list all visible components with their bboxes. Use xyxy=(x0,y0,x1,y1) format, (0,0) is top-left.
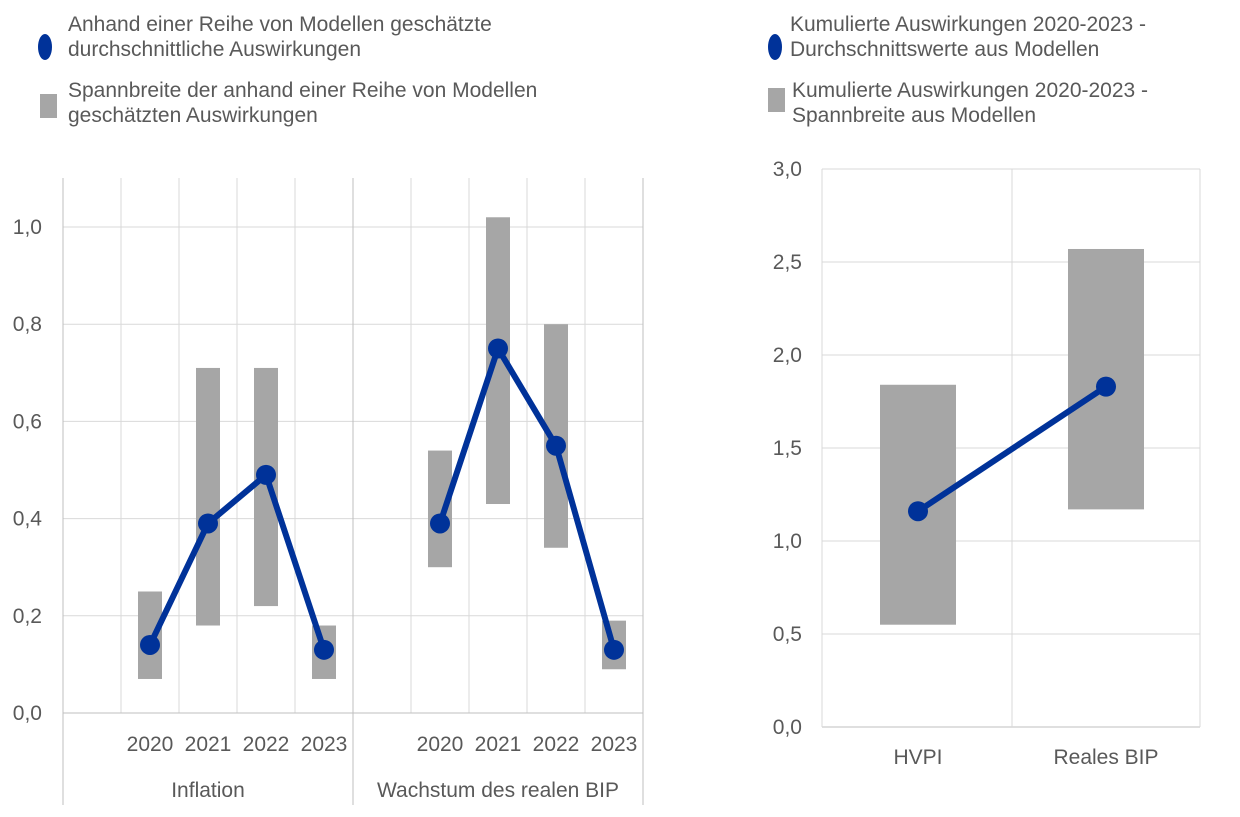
mean-line xyxy=(437,345,617,651)
legend-mean-marker-right xyxy=(768,34,782,60)
group-label: Inflation xyxy=(171,779,245,802)
x-tick-label: 2020 xyxy=(127,733,174,756)
x-tick-label: HVPI xyxy=(893,746,942,769)
mean-point xyxy=(140,634,160,655)
mean-line xyxy=(147,471,327,651)
x-tick-label: 2022 xyxy=(243,733,290,756)
x-tick-label: 2020 xyxy=(417,733,464,756)
mean-point xyxy=(314,639,334,660)
x-tick-label: 2023 xyxy=(301,733,348,756)
y-tick-label: 3,0 xyxy=(773,158,802,181)
mean-point xyxy=(908,501,928,522)
range-bar xyxy=(196,367,220,626)
mean-point xyxy=(546,435,566,456)
legend-range-marker-right xyxy=(768,88,785,112)
legend-mean-marker xyxy=(38,34,52,60)
x-tick-label: 2021 xyxy=(185,733,232,756)
x-tick-label: 2021 xyxy=(475,733,522,756)
legend-right-mean: Kumulierte Auswirkungen 2020-2023 - Durc… xyxy=(790,13,1147,61)
range-bar xyxy=(428,450,452,568)
legend-right-range: Kumulierte Auswirkungen 2020-2023 - Span… xyxy=(792,79,1149,127)
mean-line xyxy=(916,384,1108,514)
mean-point xyxy=(1096,376,1116,397)
range-bar xyxy=(254,367,278,607)
y-tick-label: 0,4 xyxy=(13,508,43,531)
mean-point xyxy=(198,513,218,534)
y-tick-label: 2,5 xyxy=(773,251,802,274)
mean-point xyxy=(430,513,450,534)
y-tick-label: 2,0 xyxy=(773,344,802,367)
legend-left-mean: Anhand einer Reihe von Modellen geschätz… xyxy=(68,13,492,61)
mean-point xyxy=(604,639,624,660)
y-tick-label: 0,0 xyxy=(13,702,42,725)
mean-point xyxy=(256,464,276,485)
y-tick-label: 0,8 xyxy=(13,313,42,336)
y-tick-label: 1,0 xyxy=(773,530,802,553)
x-tick-label: 2022 xyxy=(533,733,580,756)
y-tick-label: 0,0 xyxy=(773,716,802,739)
y-tick-label: 1,5 xyxy=(773,437,802,460)
x-tick-label: Reales BIP xyxy=(1053,746,1158,769)
y-tick-label: 0,2 xyxy=(13,605,42,628)
legend-left-range: Spannbreite der anhand einer Reihe von M… xyxy=(68,79,538,127)
x-tick-label: 2023 xyxy=(591,733,638,756)
legend-range-marker xyxy=(40,94,57,118)
y-tick-label: 1,0 xyxy=(13,216,42,239)
y-tick-label: 0,5 xyxy=(773,623,802,646)
y-tick-label: 0,6 xyxy=(13,410,42,433)
group-label: Wachstum des realen BIP xyxy=(377,779,619,802)
mean-point xyxy=(488,338,508,359)
